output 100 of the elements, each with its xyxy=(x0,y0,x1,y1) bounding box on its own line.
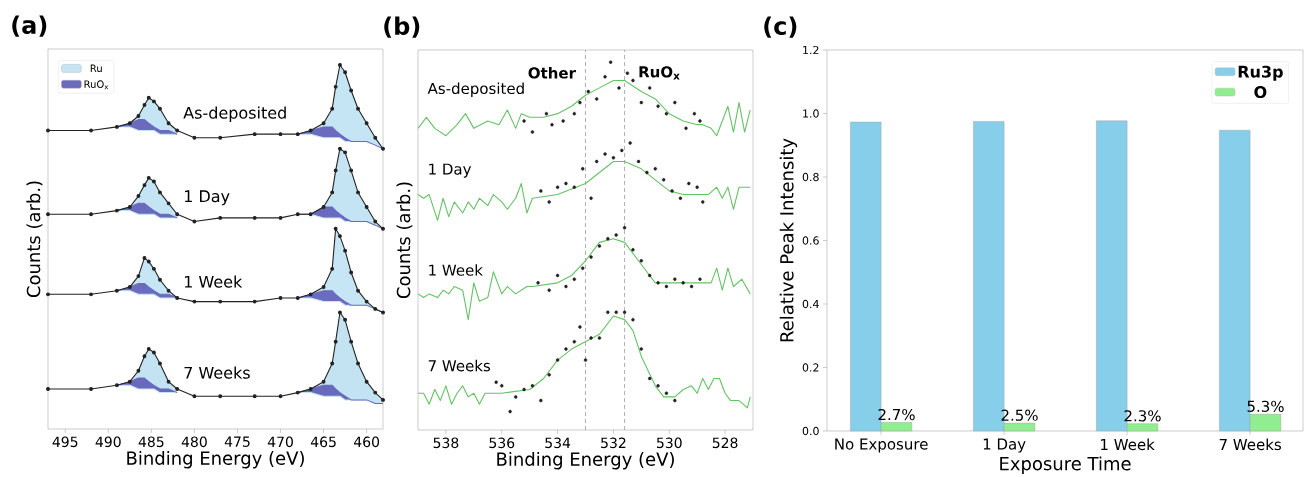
series-label: As-deposited xyxy=(183,106,286,122)
point xyxy=(142,255,147,260)
point xyxy=(539,189,543,193)
point xyxy=(603,152,607,156)
point xyxy=(218,215,223,220)
point xyxy=(547,288,551,292)
point xyxy=(136,368,141,373)
point xyxy=(648,273,652,278)
y-tick-label: 0.4 xyxy=(802,299,819,309)
point xyxy=(539,398,543,403)
y-tick-label: 0.2 xyxy=(802,363,819,372)
series-label: 1 Week xyxy=(184,275,243,288)
point xyxy=(252,299,257,304)
point xyxy=(653,167,657,171)
point xyxy=(136,274,141,279)
point xyxy=(252,132,257,137)
point xyxy=(522,387,526,392)
point xyxy=(364,121,369,126)
legend-label: Ru xyxy=(90,64,102,73)
point xyxy=(614,310,618,314)
point xyxy=(343,317,348,322)
point xyxy=(614,233,618,237)
point xyxy=(530,130,535,134)
ref-line-label: RuO$_{x}$ xyxy=(639,66,680,80)
point xyxy=(597,336,602,340)
point xyxy=(636,159,641,164)
point xyxy=(639,347,644,351)
point xyxy=(192,394,197,399)
point xyxy=(89,292,94,297)
point xyxy=(46,292,50,297)
chart-title: (b) xyxy=(384,16,420,38)
point xyxy=(648,86,652,90)
point xyxy=(594,97,599,101)
chart-title: (a) xyxy=(12,15,47,37)
point xyxy=(681,281,685,285)
point xyxy=(589,336,593,340)
y-tick-label: 0.0 xyxy=(802,426,819,436)
point xyxy=(356,106,360,111)
point xyxy=(321,205,326,209)
point xyxy=(622,225,627,230)
point xyxy=(333,84,338,89)
point xyxy=(555,273,560,278)
point xyxy=(564,347,568,351)
point xyxy=(608,60,613,64)
point xyxy=(581,167,585,171)
point xyxy=(631,317,635,322)
point xyxy=(46,212,50,217)
point xyxy=(278,394,283,399)
x-tick-label: 465 xyxy=(310,436,336,448)
point xyxy=(343,70,348,75)
legend-label: Ru3p xyxy=(1238,65,1283,81)
point xyxy=(337,234,342,239)
data-label: 5.3% xyxy=(1247,400,1284,412)
x-tick-label: 536 xyxy=(489,437,515,449)
point xyxy=(114,288,119,293)
point xyxy=(175,296,180,300)
point xyxy=(373,390,378,395)
point xyxy=(175,387,180,391)
point xyxy=(547,200,551,204)
point xyxy=(330,106,335,111)
point xyxy=(321,379,326,384)
point xyxy=(278,132,283,137)
point xyxy=(146,259,151,264)
point xyxy=(678,196,683,200)
point xyxy=(321,121,326,126)
point xyxy=(692,111,697,116)
point xyxy=(564,284,568,289)
point xyxy=(151,179,156,184)
series-label: 7 Weeks xyxy=(184,366,250,379)
point xyxy=(617,86,621,90)
point xyxy=(356,288,360,293)
point xyxy=(142,103,147,107)
point xyxy=(321,285,326,289)
point xyxy=(127,205,132,209)
point xyxy=(673,100,677,105)
point xyxy=(673,398,677,403)
point xyxy=(175,128,180,133)
point xyxy=(381,226,385,231)
point xyxy=(661,178,666,182)
point xyxy=(166,201,171,206)
point xyxy=(687,181,691,186)
point xyxy=(664,111,669,116)
point xyxy=(46,387,50,391)
point xyxy=(218,299,223,304)
point xyxy=(578,325,582,329)
point xyxy=(544,111,549,116)
point xyxy=(158,361,162,366)
x-tick-label: 490 xyxy=(95,436,121,448)
point xyxy=(158,106,162,111)
point xyxy=(333,226,338,231)
point xyxy=(142,354,147,359)
point xyxy=(625,71,630,75)
point xyxy=(589,196,593,200)
point xyxy=(603,75,607,79)
point xyxy=(684,126,688,131)
series-label: 1 Day xyxy=(184,190,230,206)
point xyxy=(639,100,644,105)
point xyxy=(349,88,354,93)
point xyxy=(664,391,669,395)
point xyxy=(337,146,342,151)
